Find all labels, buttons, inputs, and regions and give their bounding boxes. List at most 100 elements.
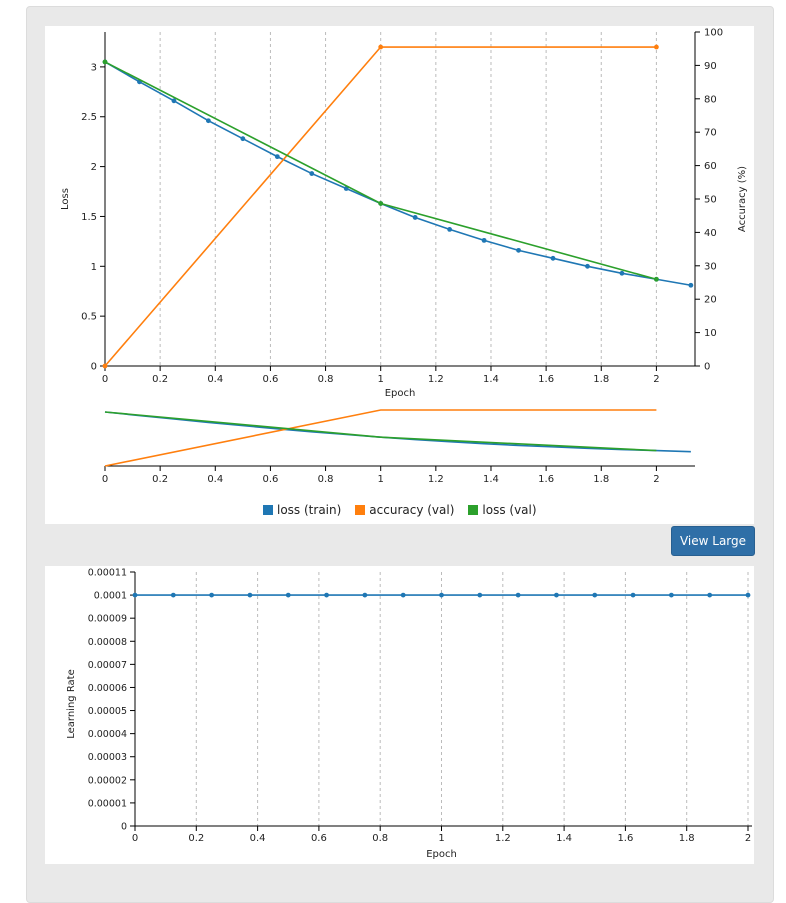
lr-data-point: [554, 592, 559, 598]
data-point: [205, 118, 211, 124]
lr-data-point: [324, 592, 329, 598]
x-tick-label: 0.2: [152, 374, 168, 385]
y2-tick-label: 80: [704, 94, 717, 105]
view-large-button[interactable]: View Large: [671, 526, 755, 556]
lr-data-point: [209, 592, 215, 598]
lr-data-point: [285, 592, 291, 598]
y-tick-label: 1.5: [81, 212, 97, 223]
y-tick-label: 2.5: [81, 112, 97, 123]
y-tick-label: 1: [91, 262, 97, 273]
lr-data-point: [592, 592, 598, 598]
data-point: [343, 186, 349, 191]
data-point: [102, 363, 108, 369]
lr-x-axis-label: Epoch: [426, 849, 457, 860]
data-point: [619, 270, 625, 276]
y-axis-label: Loss: [60, 188, 71, 210]
x-tick-label: 0.8: [318, 374, 334, 385]
x-tick-label: 2: [653, 374, 659, 385]
data-point: [274, 154, 280, 160]
lr-y-tick-label: 0.00001: [88, 798, 127, 809]
lr-data-point: [745, 592, 751, 598]
legend-swatch: [468, 505, 479, 515]
data-point: [240, 136, 246, 142]
y2-tick-label: 90: [704, 61, 717, 72]
y-tick-label: 0.5: [81, 312, 97, 323]
data-point: [378, 201, 384, 206]
learning-rate-panel: [45, 566, 754, 864]
lr-data-point: [170, 592, 176, 598]
context-x-tick-label: 1.8: [593, 474, 609, 485]
context-series-line-0: [104, 411, 691, 453]
lr-y-tick-label: 0.00003: [88, 752, 127, 763]
lr-y-axis-label: Learning Rate: [66, 669, 77, 739]
y2-tick-label: 60: [704, 161, 717, 172]
lr-y-tick-label: 0.00004: [88, 729, 127, 740]
context-x-tick-label: 1: [378, 474, 384, 485]
data-point: [481, 237, 487, 243]
context-x-tick-label: 1.6: [538, 474, 554, 485]
context-x-tick-label: 1.4: [483, 474, 499, 485]
lr-y-tick-label: 0: [121, 822, 127, 833]
data-point: [654, 276, 659, 282]
lr-y-tick-label: 0.00009: [88, 614, 127, 625]
x-tick-label: 1.2: [428, 374, 444, 385]
y-tick-label: 3: [91, 62, 97, 73]
lr-y-tick-label: 0.00002: [88, 775, 127, 786]
lr-y-tick-label: 0.00008: [88, 637, 127, 648]
lr-x-tick-label: 0.4: [250, 833, 266, 844]
y2-tick-label: 50: [704, 195, 717, 206]
data-point: [550, 255, 556, 261]
lr-data-point: [400, 592, 406, 598]
data-point: [688, 282, 694, 288]
lr-data-point: [515, 592, 521, 598]
data-point: [447, 227, 453, 232]
y2-tick-label: 20: [704, 295, 717, 306]
data-point: [102, 59, 108, 65]
y2-tick-label: 0: [704, 362, 710, 373]
data-point: [516, 247, 521, 253]
lr-x-tick-label: 1.8: [679, 833, 695, 844]
lr-x-tick-label: 0.2: [188, 833, 204, 844]
y2-tick-label: 40: [704, 228, 717, 239]
lr-x-tick-label: 0.8: [372, 833, 388, 844]
series-line-0: [104, 61, 692, 287]
lr-x-tick-label: 1.2: [495, 833, 511, 844]
lr-data-point: [668, 592, 674, 598]
lr-x-tick-label: 2: [745, 833, 751, 844]
x-tick-label: 1.4: [483, 374, 499, 385]
y2-tick-label: 100: [704, 28, 723, 39]
legend-label: accuracy (val): [369, 503, 455, 517]
legend-item: loss (train): [263, 503, 341, 517]
lr-data-point: [132, 592, 138, 598]
y2-axis-label: Accuracy (%): [737, 166, 748, 232]
legend-swatch: [355, 505, 366, 515]
lr-data-point: [477, 592, 483, 598]
lr-data-point: [630, 592, 636, 598]
data-point: [171, 98, 177, 104]
context-x-tick-label: 0.6: [262, 474, 278, 485]
lr-data-point: [439, 592, 444, 598]
lr-x-tick-label: 0: [132, 833, 138, 844]
data-point: [309, 171, 315, 176]
legend-label: loss (val): [482, 503, 537, 517]
y2-tick-label: 10: [704, 328, 717, 339]
x-tick-label: 0.4: [207, 374, 223, 385]
lr-y-tick-label: 0.00006: [88, 683, 127, 694]
data-point: [585, 263, 590, 269]
legend-item: loss (val): [468, 503, 537, 517]
context-x-tick-label: 0.4: [207, 474, 223, 485]
legend-swatch: [263, 505, 273, 515]
x-tick-label: 1.8: [593, 374, 609, 385]
legend-label: loss (train): [277, 503, 342, 517]
y-tick-label: 2: [91, 162, 97, 173]
context-series-line-1: [104, 409, 657, 467]
lr-data-point: [707, 592, 713, 598]
x-tick-label: 1: [378, 374, 384, 385]
lr-x-tick-label: 1.4: [556, 833, 572, 844]
lr-y-tick-label: 0.0001: [94, 591, 127, 602]
data-point: [412, 215, 418, 220]
legend-item: accuracy (val): [355, 503, 454, 517]
lr-data-point: [247, 592, 253, 598]
chart-legend: loss (train) accuracy (val) loss (val): [263, 503, 537, 517]
